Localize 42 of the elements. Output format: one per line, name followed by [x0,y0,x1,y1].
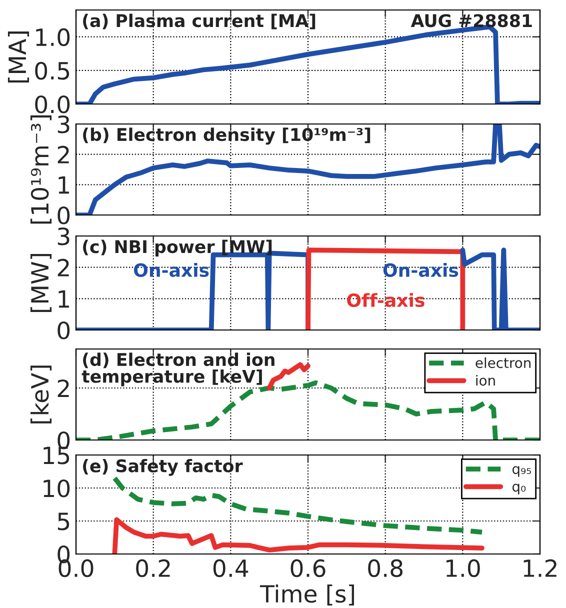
y-axis-title: [10¹⁹m⁻³] [30,115,52,224]
y-tick-label: 0 [58,206,70,224]
y-tick-label: 1.0 [36,28,70,46]
legend-label: ion [476,374,495,386]
y-axis-title: [MA] [8,32,30,82]
x-tick-label: 1.2 [524,559,556,577]
y-axis-title: [keV] [30,366,52,424]
legend-label: q₀ [512,484,526,494]
x-tick-label: 0.4 [213,559,248,578]
line-series [76,124,540,215]
series-label: On-axis [383,262,458,277]
x-axis-title: Time [s] [260,584,354,606]
y-tick-label: 2 [58,146,69,164]
y-tick-label: 5 [58,512,70,530]
x-tick-label: 1.0 [446,559,480,578]
x-tick-label: 0.2 [136,559,170,578]
y-tick-label: 0 [58,321,70,340]
line-series [460,248,540,330]
y-tick-label: 0.5 [35,62,70,80]
chart-title: (b) Electron density [10¹⁹m⁻³] [83,128,370,145]
y-tick-label: 0.0 [35,95,70,114]
legend-label: electron [476,357,530,368]
chart-title: (a) Plasma current [MA] [83,14,316,30]
x-tick-label: 0.6 [290,559,326,578]
text: Off-axis [347,293,424,308]
y-tick-label: 3 [58,227,70,246]
y-tick-label: 1 [58,176,69,194]
y-tick-label: 3 [58,115,70,134]
line-series [112,476,484,535]
y-tick-label: 10 [44,479,70,498]
legend-label: q₉₅ [512,466,531,477]
chart-title: (c) NBI power [MW] [83,240,272,257]
x-tick-label: 0.8 [368,559,402,578]
y-tick-label: 2 [58,379,69,397]
y-axis-title: [MW] [30,254,52,312]
y-tick-label: 1 [58,290,69,308]
y-tick-label: 2 [58,258,69,276]
text: (d) Electron and ion temperature [keV] [82,352,274,386]
chart-title: (e) Safety factor [83,458,243,476]
line-series [112,517,484,554]
annotation: AUG #28881 [410,14,532,28]
series-label: On-axis [134,262,209,277]
